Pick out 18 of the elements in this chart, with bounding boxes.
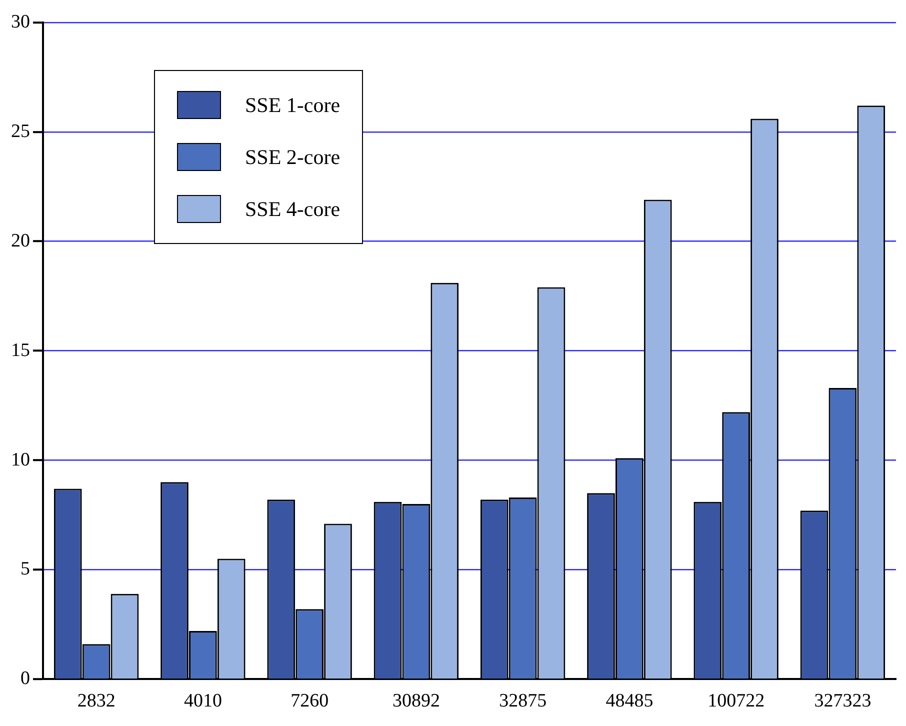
x-tick-label: 4010 [184, 690, 222, 712]
x-tick-label: 7260 [290, 690, 329, 712]
y-tick-label: 0 [20, 668, 30, 690]
y-tick-label: 20 [11, 230, 30, 252]
x-tick-label: 48485 [606, 690, 654, 712]
y-tick-label: 10 [11, 449, 30, 470]
x-tick-label: 32875 [499, 690, 547, 712]
x-tick-label: 2832 [77, 690, 116, 712]
legend-label: SSE 2-core [245, 144, 340, 170]
legend-label: SSE 1-core [245, 92, 340, 118]
x-tick-label: 100722 [708, 690, 765, 712]
y-tick-label: 5 [20, 558, 30, 580]
y-tick-label: 15 [11, 340, 30, 361]
legend-label: SSE 4-core [245, 196, 340, 222]
y-tick-label: 30 [11, 11, 30, 32]
y-tick-label: 25 [11, 120, 30, 142]
x-tick-label: 30892 [392, 690, 440, 712]
x-tick-label: 327323 [814, 690, 872, 712]
